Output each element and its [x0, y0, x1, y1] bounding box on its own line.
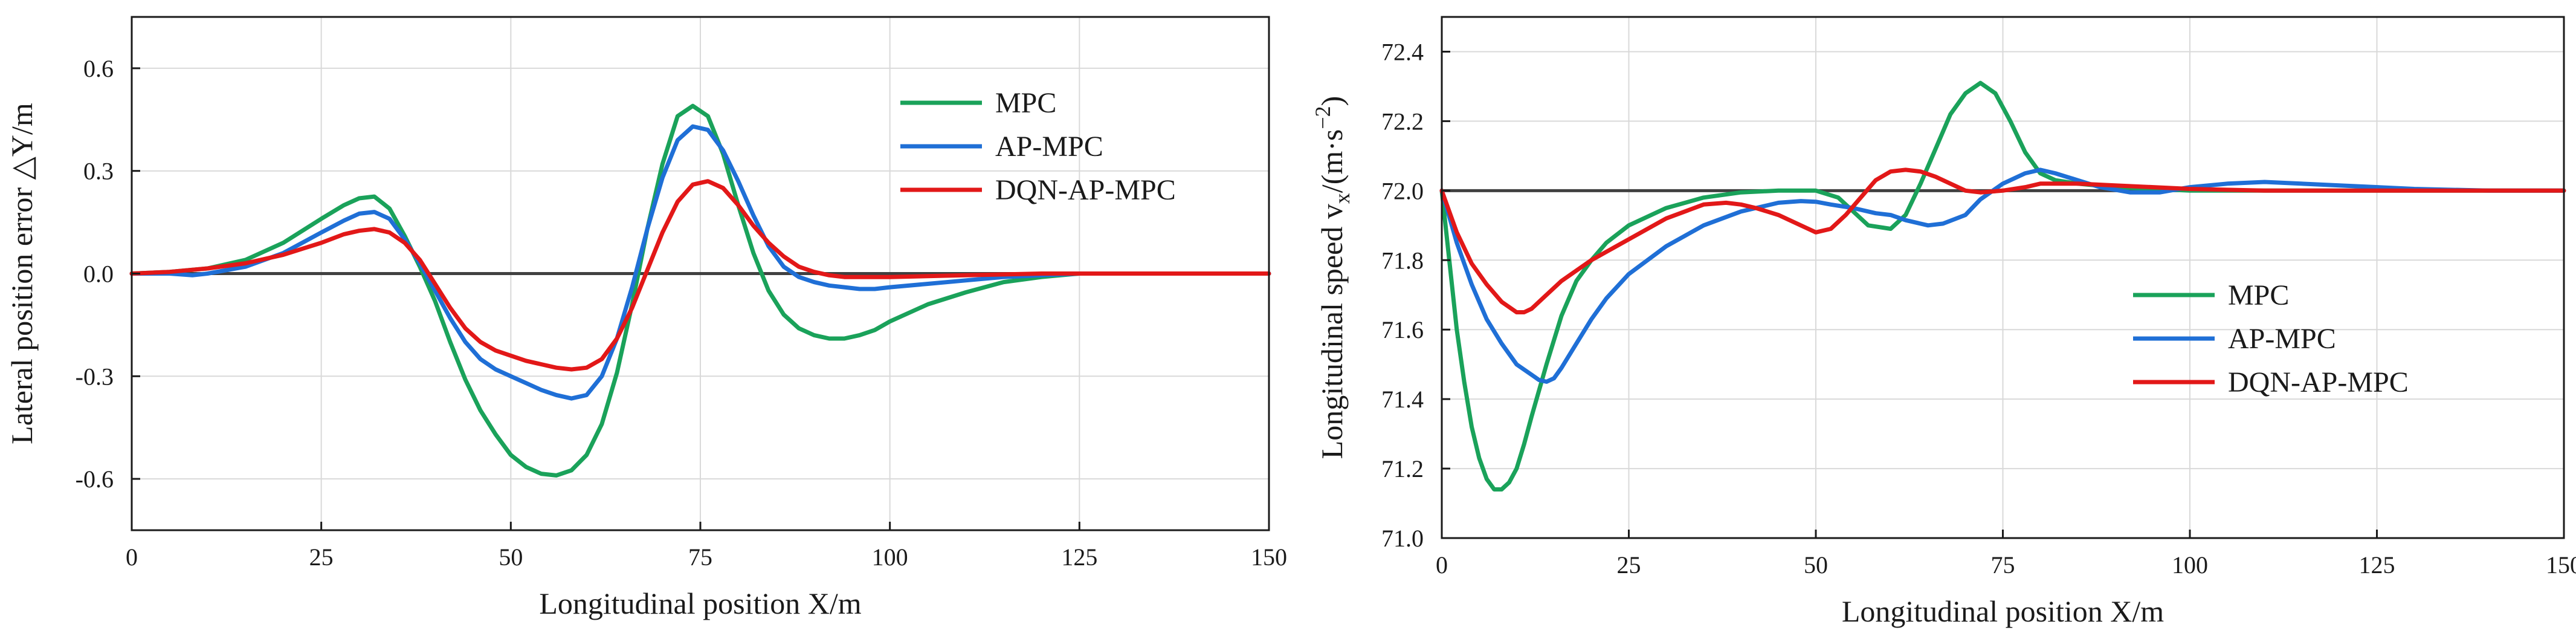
- chart-lateral-error: 0 25 50 75 100 125 150 -0.6 -0.3 0.0 0.3 0.6 Longitu…: [5, 16, 1287, 620]
- y-axis-label-close: ): [1315, 96, 1349, 106]
- y-axis-label-subscript: x: [1330, 193, 1354, 204]
- chart-longitudinal-speed: 0 25 50 75 100 125 150 71.0 71.2 71.4 71.6 71.8 72.0…: [1311, 16, 2576, 628]
- legend-label: DQN-AP-MPC: [995, 174, 1176, 206]
- y-tick-label: -0.6: [76, 466, 114, 493]
- series-line-mpc: [1439, 80, 2566, 492]
- y-axis-label-superscript: −2: [1311, 106, 1335, 129]
- series-line-dqn-ap-mpc: [129, 179, 1271, 372]
- x-axis-label: Longitudinal position X/m: [539, 586, 861, 620]
- x-tick-label: 150: [2546, 551, 2576, 579]
- x-tick-label: 125: [2359, 551, 2395, 579]
- y-tick-label: 71.2: [1381, 455, 1424, 482]
- y-axis-label-unit: /(m·s: [1315, 129, 1349, 193]
- x-tick-label: 100: [872, 544, 908, 571]
- legend-label: AP-MPC: [2228, 323, 2336, 355]
- y-tick-label: 0.0: [83, 261, 114, 288]
- legend-label: MPC: [2228, 279, 2289, 311]
- y-tick-label: -0.3: [76, 363, 114, 390]
- legend-label: MPC: [995, 87, 1056, 119]
- legend: MPC AP-MPC DQN-AP-MPC: [2133, 279, 2409, 398]
- legend-label: AP-MPC: [995, 131, 1103, 163]
- y-tick-label: 71.0: [1381, 525, 1424, 552]
- y-axis-label-main: Longitudinal speed v: [1315, 204, 1349, 459]
- y-tick-label: 0.3: [83, 158, 114, 185]
- legend: MPC AP-MPC DQN-AP-MPC: [900, 87, 1176, 206]
- y-tick-label: 71.8: [1381, 247, 1424, 274]
- x-tick-label: 50: [1804, 551, 1828, 579]
- y-tick-label: 72.2: [1381, 108, 1424, 135]
- y-tick-label: 71.4: [1381, 386, 1424, 413]
- y-tick-label: 72.4: [1381, 38, 1424, 65]
- x-tick-label: 0: [126, 544, 138, 571]
- x-tick-label: 0: [1436, 551, 1448, 579]
- x-tick-label: 75: [1991, 551, 2015, 579]
- series-line-dqn-ap-mpc: [1439, 167, 2566, 314]
- y-axis-label: Longitudinal speed vx/(m·s−2): [1311, 96, 1354, 459]
- x-tick-label: 25: [1617, 551, 1641, 579]
- x-tick-label: 75: [688, 544, 712, 571]
- x-tick-label: 25: [309, 544, 334, 571]
- y-axis-label: Lateral position error △Y/m: [5, 103, 39, 444]
- x-tick-label: 150: [1251, 544, 1287, 571]
- y-tick-label: 72.0: [1381, 177, 1424, 204]
- x-tick-label: 50: [499, 544, 523, 571]
- y-tick-label: 0.6: [83, 55, 114, 82]
- x-tick-label: 125: [1061, 544, 1097, 571]
- x-axis-label: Longitudinal position X/m: [1842, 594, 2164, 628]
- legend-label: DQN-AP-MPC: [2228, 366, 2409, 398]
- x-tick-label: 100: [2172, 551, 2208, 579]
- series-line-ap-mpc: [129, 124, 1271, 401]
- y-tick-label: 71.6: [1381, 316, 1424, 343]
